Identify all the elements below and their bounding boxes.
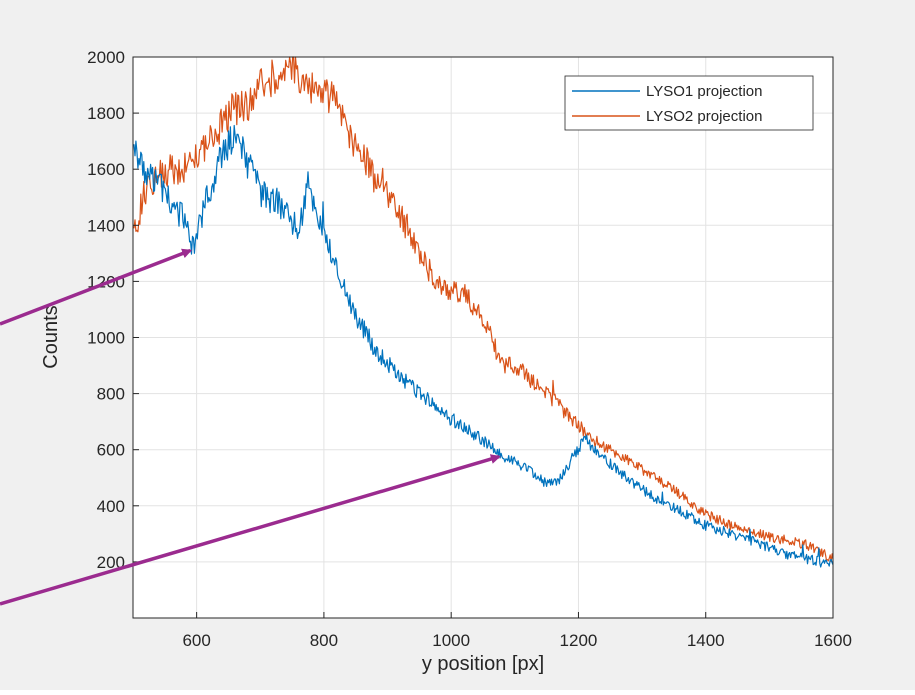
x-tick-label: 800 bbox=[310, 631, 338, 650]
legend-label-lyso1: LYSO1 projection bbox=[646, 83, 762, 100]
x-tick-label: 600 bbox=[182, 631, 210, 650]
y-tick-label: 200 bbox=[97, 553, 125, 572]
y-tick-label: 400 bbox=[97, 497, 125, 516]
series-line-lyso2 bbox=[132, 56, 834, 563]
annotation-arrow bbox=[0, 248, 193, 326]
ticks: 6008001000120014001600200400600800100012… bbox=[87, 48, 852, 650]
legend: LYSO1 projection LYSO2 projection bbox=[564, 75, 814, 131]
x-tick-label: 1200 bbox=[560, 631, 598, 650]
series-line-lyso1 bbox=[132, 124, 834, 568]
y-tick-label: 600 bbox=[97, 441, 125, 460]
x-axis-label: y position [px] bbox=[422, 653, 544, 675]
y-axis-label: Counts bbox=[40, 305, 62, 368]
y-tick-label: 1400 bbox=[87, 216, 125, 235]
y-tick-label: 1600 bbox=[87, 160, 125, 179]
legend-label-lyso2: LYSO2 projection bbox=[646, 108, 762, 125]
series-layer bbox=[132, 56, 834, 568]
legend-box bbox=[564, 75, 814, 131]
annotation-arrow bbox=[0, 454, 501, 606]
x-tick-label: 1600 bbox=[814, 631, 852, 650]
annotations bbox=[0, 248, 501, 606]
y-tick-label: 800 bbox=[97, 385, 125, 404]
x-tick-label: 1000 bbox=[432, 631, 470, 650]
y-tick-label: 1800 bbox=[87, 104, 125, 123]
y-tick-label: 1000 bbox=[87, 329, 125, 348]
x-tick-label: 1400 bbox=[687, 631, 725, 650]
y-tick-label: 2000 bbox=[87, 48, 125, 67]
